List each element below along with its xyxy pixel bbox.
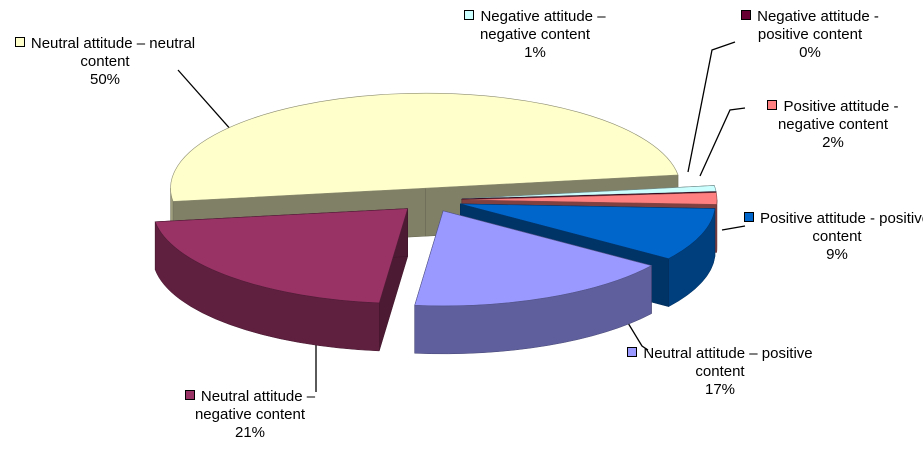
label-percent: 21% xyxy=(234,424,266,441)
data-label: Positive attitude - positive content 9% xyxy=(742,210,923,264)
legend-swatch xyxy=(464,10,475,20)
label-percent: 9% xyxy=(826,246,848,263)
leader-line xyxy=(624,317,649,351)
label-percent: 0% xyxy=(799,44,821,61)
label-name: Negative attitude - positive content xyxy=(757,8,879,43)
label-percent: 2% xyxy=(822,134,844,151)
slice-top xyxy=(154,208,409,304)
data-label: Neutral attitude – negative content 21% xyxy=(155,388,345,442)
data-label: Neutral attitude – positive content 17% xyxy=(625,345,815,399)
slice-top xyxy=(170,92,679,202)
leader-line xyxy=(699,107,746,177)
data-label: Neutral attitude – neutral content 50% xyxy=(10,35,200,89)
legend-swatch xyxy=(741,10,752,20)
label-name: Negative attitude – negative content xyxy=(479,8,606,43)
slice-top xyxy=(461,185,717,200)
data-label: Positive attitude - negative content 2% xyxy=(738,98,923,152)
legend-swatch xyxy=(627,347,638,357)
slice-top xyxy=(460,203,716,259)
slice-top xyxy=(414,210,653,307)
label-percent: 17% xyxy=(704,381,736,398)
data-label: Negative attitude - positive content 0% xyxy=(715,8,905,62)
legend-swatch xyxy=(767,100,778,110)
leader-line xyxy=(721,225,746,231)
legend-swatch xyxy=(743,212,754,222)
slice-top xyxy=(461,192,718,205)
pie xyxy=(154,92,718,355)
legend-swatch xyxy=(14,37,25,47)
leader-line xyxy=(687,41,736,173)
label-name: Positive attitude - negative content xyxy=(777,98,899,133)
label-name: Neutral attitude – positive content xyxy=(643,345,813,380)
slice-top xyxy=(461,191,717,200)
label-percent: 1% xyxy=(524,44,546,61)
data-label: Negative attitude – negative content 1% xyxy=(440,8,630,62)
slice xyxy=(414,210,653,355)
label-percent: 50% xyxy=(89,71,121,88)
legend-swatch xyxy=(184,390,195,400)
label-name: Positive attitude - positive content xyxy=(759,210,923,245)
slice xyxy=(154,208,409,352)
label-name: Neutral attitude – negative content xyxy=(194,388,316,423)
label-name: Neutral attitude – neutral content xyxy=(30,35,196,70)
